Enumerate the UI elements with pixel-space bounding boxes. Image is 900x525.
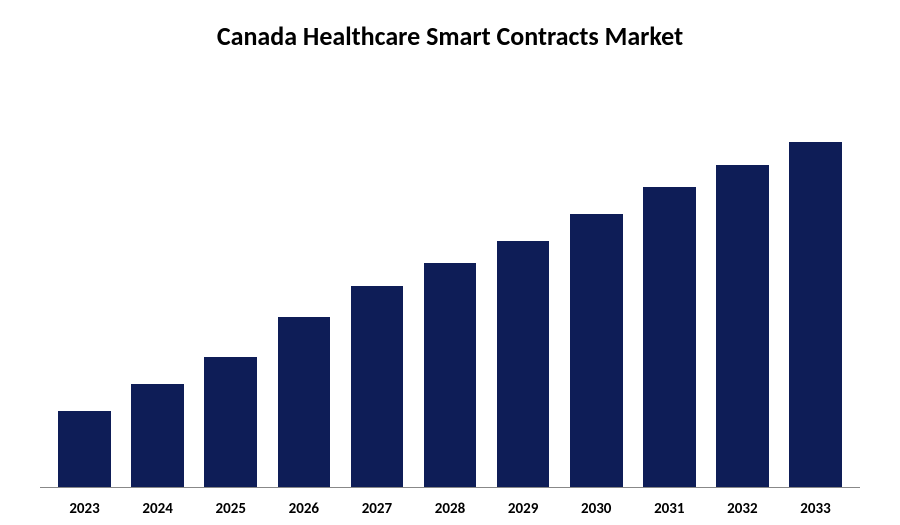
x-axis-labels: 2023202420252026202720282029203020312032… [40,500,860,518]
bar-group [633,187,706,487]
chart-area: 2023202420252026202720282029203020312032… [40,102,860,518]
x-axis-label: 2025 [194,500,267,518]
bar-group [48,411,121,487]
bar [570,214,623,487]
bar [351,286,404,487]
x-axis-label: 2024 [121,500,194,518]
x-axis-label: 2028 [413,500,486,518]
x-axis-label: 2032 [706,500,779,518]
bar-group [560,214,633,487]
bar-group [487,241,560,487]
chart-title: Canada Healthcare Smart Contracts Market [40,20,860,52]
bar [643,187,696,487]
bar-group [779,142,852,487]
bar [278,317,331,487]
x-axis-label: 2031 [633,500,706,518]
bar [204,357,257,487]
x-axis-label: 2027 [340,500,413,518]
bar [789,142,842,487]
bar [131,384,184,487]
bar-group [706,165,779,487]
x-axis-label: 2030 [560,500,633,518]
bar [716,165,769,487]
bar [58,411,111,487]
bar [424,263,477,487]
x-axis-label: 2029 [487,500,560,518]
bars-row [40,102,860,488]
bar-group [121,384,194,487]
bar-group [413,263,486,487]
x-axis-label: 2033 [779,500,852,518]
x-axis-label: 2023 [48,500,121,518]
x-axis-label: 2026 [267,500,340,518]
bar [497,241,550,487]
chart-container: Canada Healthcare Smart Contracts Market… [0,0,900,525]
bar-group [267,317,340,487]
bar-group [194,357,267,487]
bar-group [340,286,413,487]
